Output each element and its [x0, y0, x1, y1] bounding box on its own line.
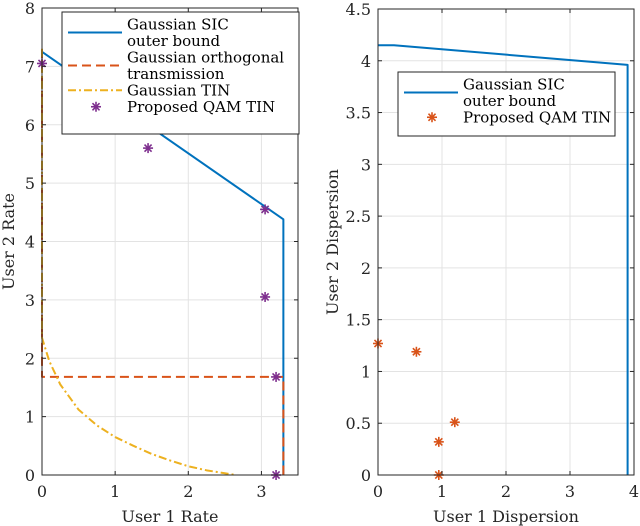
legend-box	[397, 71, 616, 137]
series-line-1	[41, 48, 285, 475]
x-tick-label: 3	[565, 482, 575, 501]
asterisk-stroke	[260, 292, 270, 302]
asterisk-stroke	[427, 113, 437, 122]
y-tick-label: 2	[25, 349, 35, 368]
x-tick-label: 0	[37, 482, 47, 501]
legend-label: Gaussian TIN	[127, 82, 230, 100]
legend-label: outer bound	[463, 92, 556, 110]
legend-label: Proposed QAM TIN	[127, 98, 275, 116]
y-tick-label: 1	[25, 408, 35, 427]
y-tick-label: 1	[361, 362, 371, 381]
data-point	[260, 291, 271, 302]
y-tick-label: 0.5	[346, 414, 371, 433]
y-tick-label: 4	[25, 233, 35, 252]
y-tick-label: 6	[25, 116, 35, 135]
legend-label: transmission	[127, 65, 225, 83]
data-point	[143, 143, 154, 154]
x-tick-label: 3	[256, 482, 266, 501]
data-point	[271, 371, 282, 382]
series-line-0	[378, 44, 629, 475]
legend-marker	[427, 112, 437, 123]
asterisk-stroke	[412, 347, 421, 356]
x-tick-label: 2	[183, 482, 193, 501]
x-axis-label: User 1 Dispersion	[433, 507, 579, 526]
y-tick-label: 4.5	[346, 0, 371, 19]
y-tick-label: 2.5	[346, 207, 371, 226]
right-chart: 0 1 2 3 4 0 0.5 1 1.5 2 2.5 3 3.5 4 4.5 User 1 Dispersi…	[323, 0, 639, 526]
y-tick-label: 2	[361, 259, 371, 278]
asterisk-stroke	[143, 143, 153, 153]
left-chart: 0 1 2 3 0 1 2 3 4 5 6 7 8 User 1 Rate User 2 Rate Gauss…	[0, 0, 300, 526]
legend-label: outer bound	[127, 32, 220, 50]
y-tick-label: 7	[25, 57, 35, 76]
legend-label: Gaussian SIC	[463, 76, 565, 94]
y-tick-label: 0	[25, 466, 35, 485]
x-axis-label: User 1 Rate	[121, 507, 218, 526]
legend-label: Gaussian orthogonal	[127, 49, 284, 67]
asterisk-stroke	[271, 372, 281, 382]
y-tick-label: 1.5	[346, 311, 371, 330]
y-tick-label: 4	[361, 52, 371, 71]
y-tick-label: 5	[25, 174, 35, 193]
data-point	[411, 346, 422, 357]
legend-label: Proposed QAM TIN	[463, 109, 611, 127]
y-tick-label: 3.5	[346, 104, 371, 123]
x-tick-label: 0	[373, 482, 383, 501]
asterisk-stroke	[260, 205, 270, 214]
y-axis-label: User 2 Rate	[0, 193, 18, 290]
x-tick-label: 1	[110, 482, 120, 501]
y-tick-label: 3	[25, 291, 35, 310]
legend-label: Gaussian SIC	[127, 16, 229, 34]
legend-marker	[91, 101, 101, 112]
asterisk-stroke	[450, 418, 459, 427]
x-tick-label: 4	[629, 482, 639, 501]
data-point	[433, 436, 444, 447]
y-tick-label: 8	[25, 0, 35, 18]
y-axis-label: User 2 Dispersion	[323, 169, 342, 315]
y-tick-label: 3	[361, 155, 371, 174]
asterisk-stroke	[434, 437, 443, 446]
x-tick-label: 1	[437, 482, 447, 501]
data-point	[449, 417, 460, 428]
asterisk-stroke	[91, 102, 101, 111]
x-tick-label: 2	[501, 482, 511, 501]
y-tick-label: 0	[361, 466, 371, 485]
data-point	[260, 204, 271, 215]
